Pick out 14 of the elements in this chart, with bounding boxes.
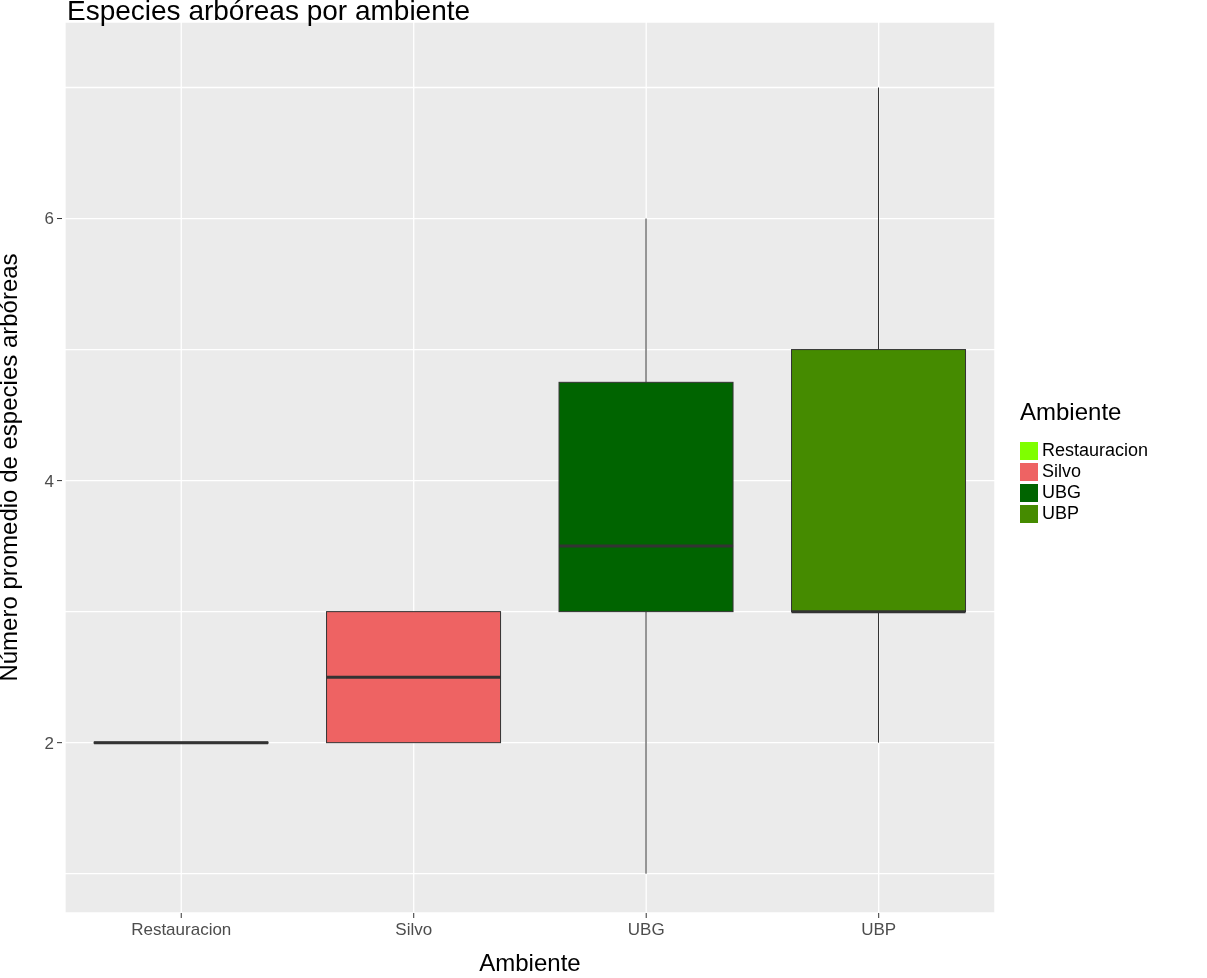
x-tick-label: UBP: [861, 920, 897, 939]
x-tick-label: Silvo: [395, 920, 433, 939]
legend-title: Ambiente: [1020, 398, 1122, 426]
x-tick-label: UBG: [627, 920, 665, 939]
legend-label: Restauracion: [1042, 440, 1149, 460]
y-tick-label: 4: [44, 471, 54, 491]
y-tick-label: 6: [44, 209, 54, 229]
legend-label: UBP: [1042, 503, 1080, 523]
legend-label: UBG: [1042, 482, 1082, 502]
x-tick-label: Restauracion: [131, 920, 232, 939]
y-tick-label: 2: [44, 733, 54, 753]
legend-label: Silvo: [1042, 461, 1082, 481]
x-axis-title: Ambiente: [479, 949, 581, 976]
chart-title: Especies arbóreas por ambiente: [67, 0, 471, 28]
